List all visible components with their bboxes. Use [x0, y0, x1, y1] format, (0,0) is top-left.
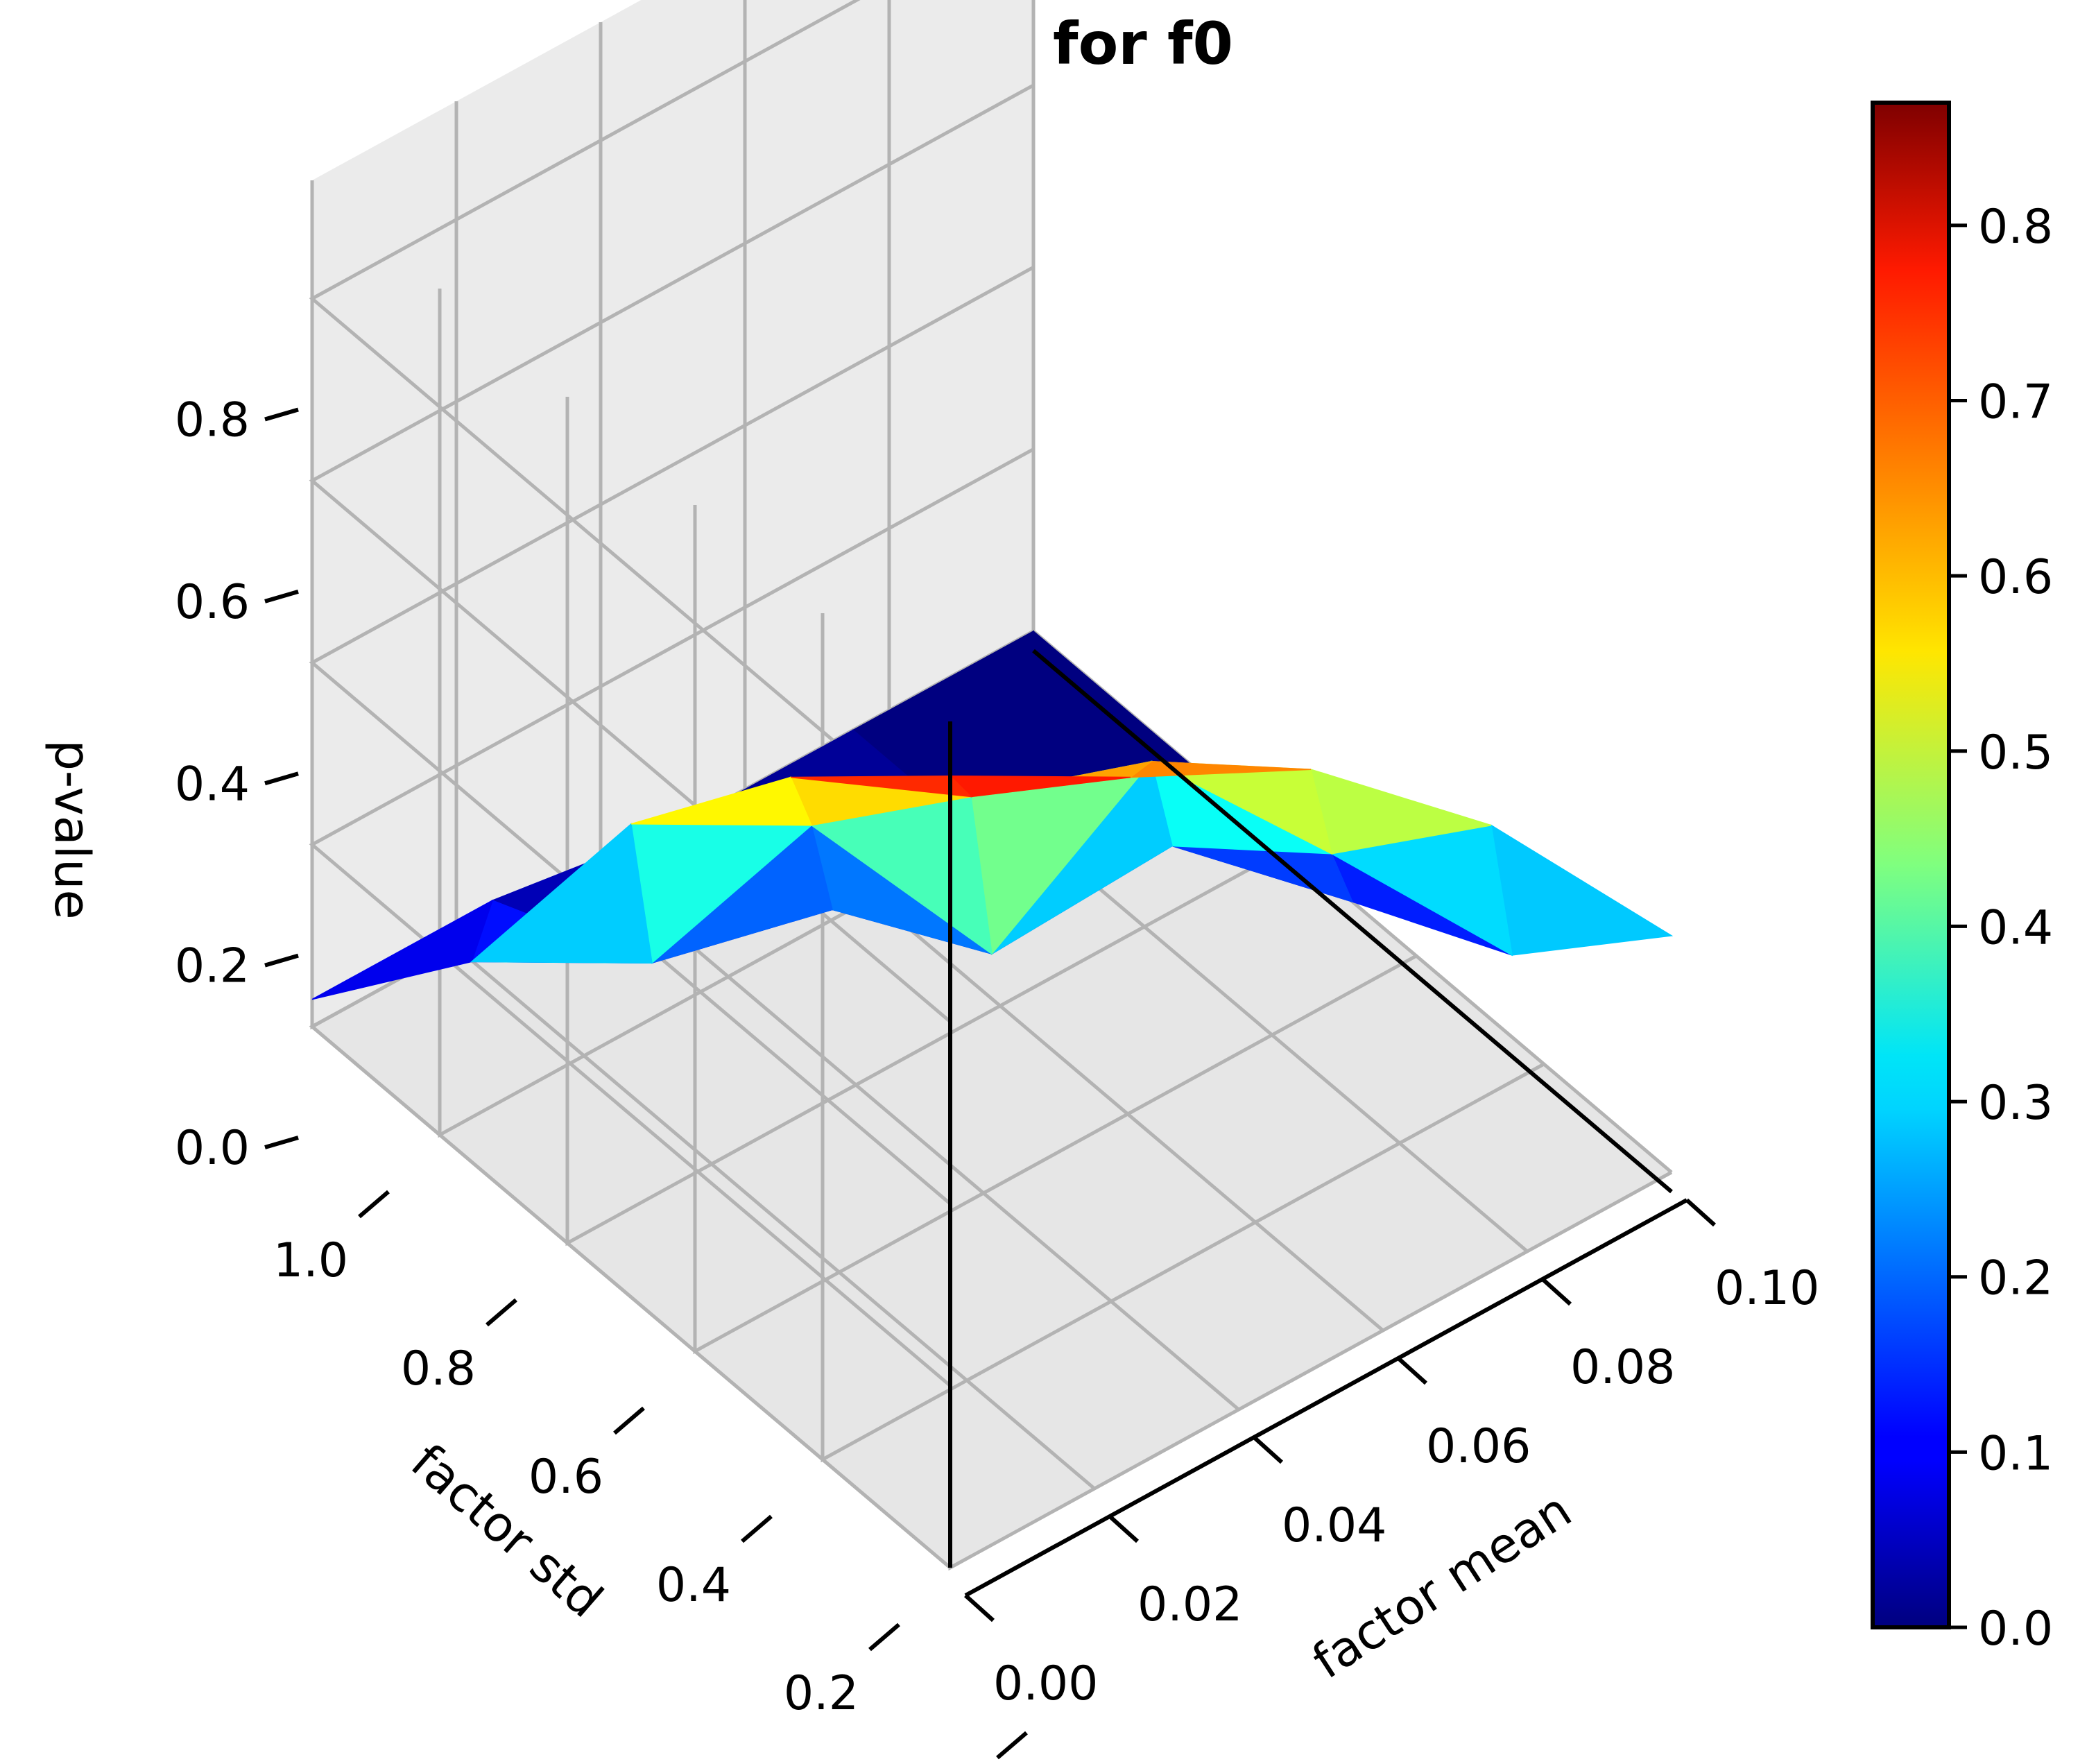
y-axis-line — [1032, 649, 1673, 1194]
y-tick-label: 0.2 — [784, 1666, 859, 1721]
y-tick-mark — [358, 1190, 390, 1219]
z-tick-label: 0.6 — [175, 575, 250, 630]
surface-face — [790, 775, 973, 798]
x-tick-label: 0.06 — [1426, 1419, 1531, 1474]
y-tick-mark — [741, 1514, 773, 1543]
z-axis-label: p-value — [44, 739, 101, 919]
z-tick-mark — [264, 1136, 299, 1149]
x-tick-mark — [1685, 1198, 1717, 1227]
x-tick-mark — [1108, 1514, 1140, 1543]
y-tick-label: 1.0 — [273, 1233, 348, 1288]
x-tick-label: 0.10 — [1715, 1261, 1819, 1316]
z-tick-label: 0.2 — [175, 939, 250, 994]
x-tick-mark — [1396, 1356, 1428, 1385]
y-tick-label: 0.8 — [401, 1342, 476, 1396]
surface-face — [311, 899, 494, 1000]
y-tick-mark — [613, 1406, 645, 1435]
x-tick-mark — [963, 1593, 995, 1622]
y-tick-mark — [486, 1298, 517, 1327]
pane-y1 — [312, 0, 1033, 1027]
axes-lines — [948, 649, 1688, 1598]
y-tick-label: 0.6 — [529, 1450, 603, 1505]
colorbar-tick-label: 0.1 — [1978, 1426, 2053, 1481]
surface-face — [630, 776, 813, 826]
x-tick-mark — [1540, 1277, 1572, 1306]
y-tick-mark — [996, 1731, 1028, 1760]
colorbar-tick-label: 0.8 — [1978, 200, 2053, 255]
colorbar-tick-label: 0.7 — [1978, 375, 2053, 429]
z-tick-mark — [264, 771, 299, 786]
z-tick-label: 0.4 — [175, 757, 250, 812]
tick-labels: 0.00.20.40.60.80.00.20.40.60.81.00.000.0… — [175, 393, 1819, 1760]
z-tick-label: 0.0 — [175, 1121, 250, 1176]
x-tick-label: 0.08 — [1570, 1340, 1675, 1395]
gridline-x — [310, 180, 952, 1569]
colorbar-tick-label: 0.6 — [1978, 550, 2053, 605]
x-tick-label: 0.02 — [1137, 1577, 1242, 1632]
z-tick-mark — [264, 590, 299, 603]
surface-face — [470, 823, 653, 964]
z-tick-label: 0.8 — [175, 393, 250, 448]
z-tick-mark — [264, 953, 299, 968]
colorbar-tick-label: 0.0 — [1978, 1602, 2053, 1656]
surface-plot — [311, 630, 1674, 1000]
surface-face — [1491, 824, 1674, 956]
colorbar-tick-label: 0.4 — [1978, 900, 2053, 955]
x-axis-line — [964, 1198, 1688, 1598]
y-tick-label: 0.4 — [656, 1558, 731, 1613]
z-tick-mark — [264, 407, 299, 422]
x-tick-label: 0.00 — [993, 1656, 1098, 1711]
x-tick-mark — [1252, 1435, 1284, 1464]
colorbar-tick-label: 0.2 — [1978, 1251, 2053, 1306]
colorbar: 0.0 0.1 0.2 0.3 0.4 0.5 0.6 0.7 0.8 — [1871, 101, 2053, 1656]
y-tick-mark — [868, 1622, 900, 1652]
colorbar-tick-label: 0.5 — [1978, 726, 2053, 780]
x-tick-label: 0.04 — [1282, 1498, 1386, 1553]
colorbar-gradient — [1871, 101, 1951, 1629]
colorbar-tick-label: 0.3 — [1978, 1076, 2053, 1131]
